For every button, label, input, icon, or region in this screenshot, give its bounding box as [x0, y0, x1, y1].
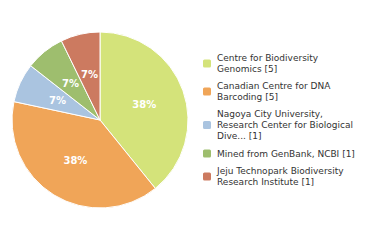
svg-text:7%: 7%	[81, 69, 98, 80]
svg-text:Dive... [1]: Dive... [1]	[217, 131, 262, 141]
svg-text:38%: 38%	[132, 99, 156, 110]
svg-text:Research Center for Biological: Research Center for Biological	[217, 120, 353, 130]
svg-text:Barcoding [5]: Barcoding [5]	[217, 92, 278, 102]
svg-text:7%: 7%	[62, 78, 79, 89]
svg-text:Jeju Technopark Biodiversity: Jeju Technopark Biodiversity	[216, 166, 344, 176]
svg-text:Centre for Biodiversity: Centre for Biodiversity	[217, 53, 319, 63]
svg-text:7%: 7%	[49, 95, 66, 106]
svg-text:Genomics [5]: Genomics [5]	[217, 64, 277, 74]
svg-text:38%: 38%	[63, 155, 87, 166]
svg-text:Canadian Centre for DNA: Canadian Centre for DNA	[217, 81, 331, 91]
svg-text:Research Institute [1]: Research Institute [1]	[217, 177, 314, 187]
svg-text:Nagoya City University,: Nagoya City University,	[217, 109, 323, 119]
svg-text:Mined from GenBank, NCBI [1]: Mined from GenBank, NCBI [1]	[217, 149, 355, 159]
